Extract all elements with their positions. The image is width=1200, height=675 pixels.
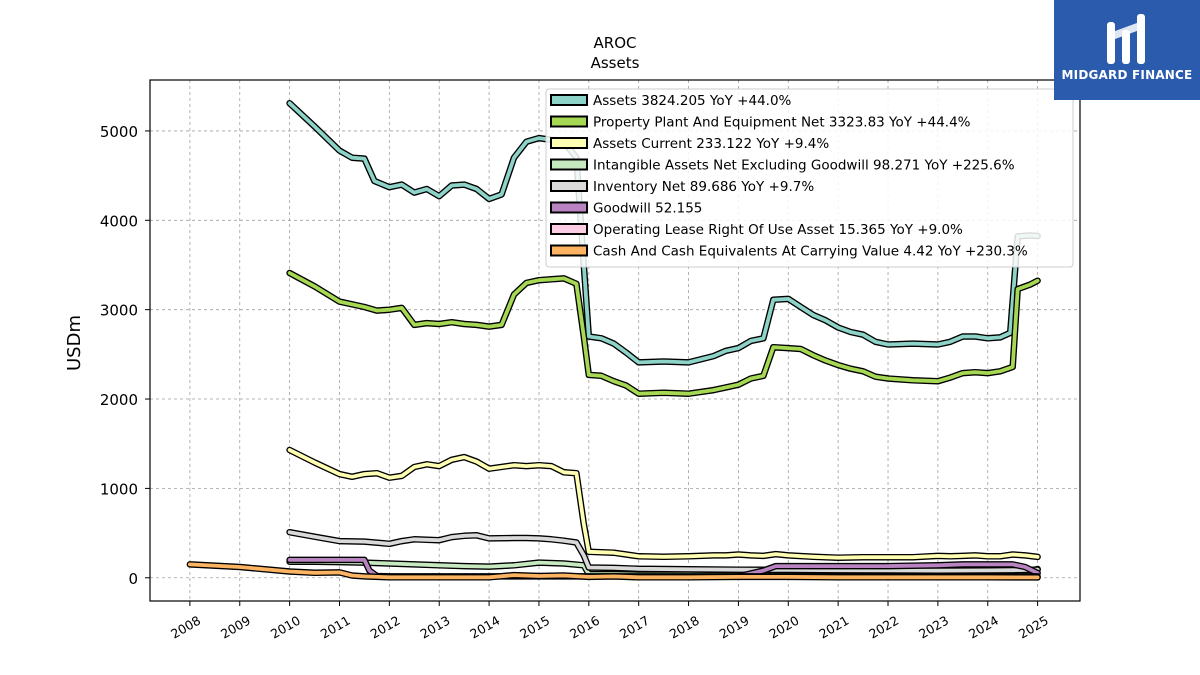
x-tick-label: 2015	[517, 613, 552, 642]
legend-box	[545, 88, 1074, 268]
y-tick-label: 4000	[100, 212, 138, 230]
x-tick-label: 2018	[667, 613, 702, 642]
legend-swatch	[550, 94, 588, 106]
legend-entry: Assets Current 233.122 YoY +9.4%	[593, 136, 829, 152]
x-tick-label: 2024	[966, 613, 1001, 642]
plot-area	[149, 79, 1081, 602]
y-tick-label: 1000	[100, 480, 138, 498]
y-tick-label: 3000	[100, 302, 138, 320]
chart-subtitle: Assets	[591, 54, 640, 72]
x-tick-label: 2009	[218, 613, 253, 642]
legend-entry: Goodwill 52.155	[593, 201, 702, 217]
chart-title: AROC	[594, 34, 637, 52]
series-line	[287, 101, 1040, 365]
x-tick-label: 2019	[717, 613, 752, 642]
y-tick-label: 5000	[100, 123, 138, 141]
x-tick-label: 2020	[767, 613, 802, 642]
x-tick-label: 2014	[467, 613, 502, 642]
series-0	[286, 99, 1041, 366]
y-tick-label: 2000	[100, 391, 138, 409]
series-layer	[186, 99, 1041, 581]
midgard-finance-logo: MIDGARD FINANCE	[1054, 0, 1200, 100]
legend-entry: Inventory Net 89.686 YoY +9.7%	[593, 179, 814, 195]
x-tick-label: 2012	[368, 613, 403, 642]
legend-swatch	[550, 158, 588, 171]
series-outline	[286, 269, 1041, 397]
legend-entry: Intangible Assets Net Excluding Goodwill…	[593, 158, 1015, 174]
legend-swatch	[550, 137, 588, 149]
series-2	[286, 446, 1041, 561]
legend-entry: Property Plant And Equipment Net 3323.83…	[593, 115, 971, 131]
series-1	[286, 269, 1041, 397]
x-tick-label: 2008	[168, 613, 203, 642]
x-tick-label: 2013	[417, 613, 452, 642]
y-axis-label: USDm	[64, 315, 85, 371]
logo-text: MIDGARD FINANCE	[1061, 68, 1193, 82]
x-tick-label: 2017	[617, 613, 652, 642]
x-tick-label: 2021	[816, 613, 851, 642]
legend-entry: Operating Lease Right Of Use Asset 15.36…	[593, 222, 963, 238]
legend-swatch	[550, 201, 588, 214]
legend-swatch	[550, 244, 588, 257]
series-line	[287, 530, 1040, 573]
series-line	[287, 271, 1040, 396]
series-line	[287, 448, 1040, 560]
x-tick-label: 2023	[916, 613, 951, 642]
chart-grid	[150, 80, 1080, 601]
legend-swatch	[550, 115, 588, 128]
legend-swatch	[550, 223, 588, 235]
x-tick-label: 2010	[268, 613, 303, 642]
series-4	[286, 528, 1041, 574]
series-7	[186, 561, 1041, 581]
legend-entry: Cash And Cash Equivalents At Carrying Va…	[593, 244, 1028, 260]
legend-swatch	[550, 180, 588, 192]
legend: Assets 3824.205 YoY +44.0% Property Plant…	[545, 88, 1074, 268]
x-tick-label: 2022	[866, 613, 901, 642]
midgard-logo-icon	[1107, 14, 1145, 64]
legend-entry: Assets 3824.205 YoY +44.0%	[593, 93, 792, 109]
x-tick-label: 2025	[1016, 613, 1051, 642]
x-tick-label: 2011	[318, 613, 353, 642]
x-tick-label: 2016	[567, 613, 602, 642]
series-line	[188, 562, 1040, 580]
y-tick-label: 0	[128, 570, 138, 588]
